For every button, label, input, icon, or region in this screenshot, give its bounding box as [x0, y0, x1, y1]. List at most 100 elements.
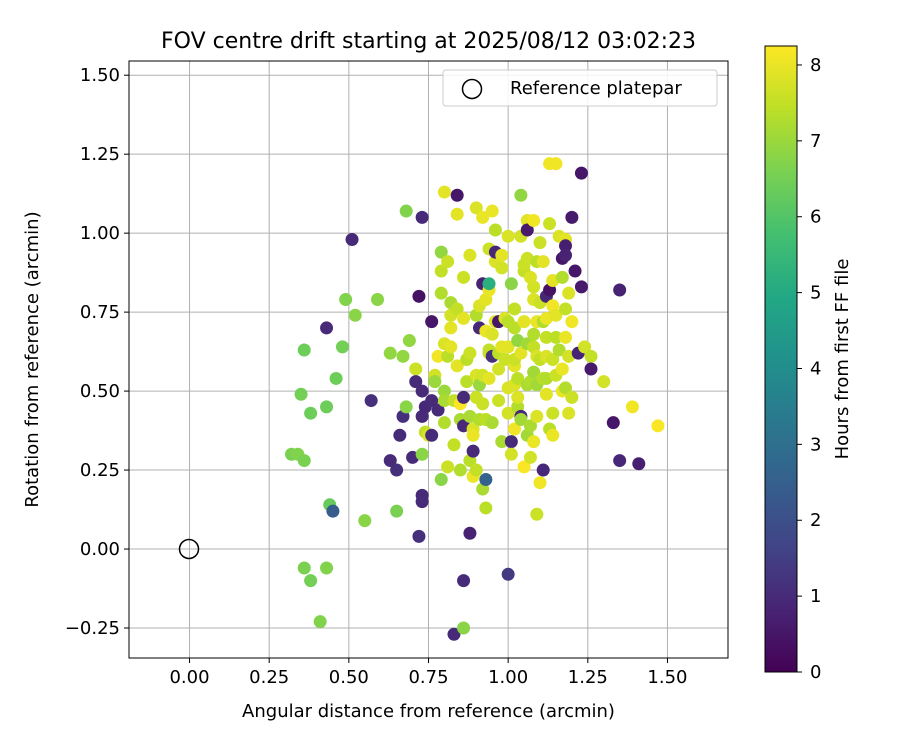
data-point	[501, 340, 515, 354]
data-point	[559, 302, 573, 316]
data-point	[364, 394, 378, 408]
legend-open-circle-icon	[461, 78, 483, 100]
colorbar-tick-label: 7	[810, 131, 821, 152]
data-point	[508, 321, 522, 335]
data-point	[320, 561, 334, 575]
x-tick-label: 1.00	[488, 667, 528, 688]
data-point	[304, 574, 318, 588]
colorbar-tick-label: 5	[810, 283, 821, 304]
data-point	[485, 416, 499, 430]
data-point	[479, 473, 493, 487]
data-point	[511, 371, 525, 385]
data-point	[313, 615, 327, 629]
legend: Reference platepar	[442, 69, 718, 107]
data-point	[530, 409, 544, 423]
data-point	[463, 248, 477, 262]
data-point	[495, 248, 509, 262]
data-point	[533, 236, 547, 250]
data-point	[549, 157, 563, 171]
data-point	[498, 353, 512, 366]
data-point	[457, 311, 471, 325]
data-point	[485, 327, 499, 341]
y-tick-label: 0.00	[80, 539, 120, 560]
data-point	[457, 390, 471, 404]
colorbar: 0 1 2 3 4 5 6 7 8 Hours from first FF file	[764, 45, 853, 683]
data-point	[559, 330, 573, 344]
colorbar-tick-label: 2	[810, 510, 821, 531]
data-point	[457, 574, 471, 588]
data-point	[453, 463, 467, 477]
y-tick-label: −0.25	[65, 618, 120, 639]
data-point	[546, 428, 560, 442]
data-point	[523, 419, 537, 433]
data-point	[508, 302, 522, 316]
data-point	[501, 406, 515, 420]
data-point	[441, 460, 455, 474]
colorbar-ticks: 0 1 2 3 4 5 6 7 8	[797, 55, 821, 683]
data-point	[450, 188, 464, 202]
data-point	[437, 394, 451, 408]
data-point	[412, 529, 426, 543]
data-point	[425, 315, 439, 329]
data-point	[383, 346, 397, 360]
data-point	[565, 390, 579, 404]
data-point	[431, 403, 445, 417]
data-point	[479, 501, 493, 515]
data-point	[517, 460, 531, 474]
data-point	[383, 454, 397, 468]
y-tick-label: 1.00	[80, 223, 120, 244]
data-points	[284, 157, 665, 641]
data-point	[412, 289, 426, 303]
data-point	[606, 416, 620, 430]
data-point	[444, 321, 458, 335]
colorbar-tick-label: 4	[810, 358, 821, 379]
data-point	[501, 229, 515, 243]
colorbar-gradient	[764, 45, 798, 673]
data-point	[546, 406, 560, 420]
data-point	[539, 330, 553, 344]
colorbar-tick-label: 8	[810, 55, 821, 76]
y-tick-label: 1.25	[80, 144, 120, 165]
data-point	[565, 315, 579, 329]
data-point	[536, 463, 550, 477]
data-point	[613, 283, 627, 297]
data-point	[476, 397, 490, 411]
y-tick-label: 0.25	[80, 460, 120, 481]
data-point	[549, 330, 563, 344]
data-point	[549, 308, 563, 322]
data-point	[514, 413, 528, 427]
data-point	[415, 384, 429, 398]
data-point	[409, 375, 423, 389]
data-point	[447, 438, 461, 452]
data-point	[625, 400, 639, 414]
data-point	[584, 362, 598, 376]
data-point	[390, 463, 404, 477]
data-point	[543, 217, 557, 231]
data-point	[396, 349, 410, 363]
data-point	[559, 248, 573, 262]
data-point	[463, 526, 477, 540]
data-point	[495, 261, 509, 275]
chart-title: FOV centre drift starting at 2025/08/12 …	[161, 29, 696, 54]
data-point	[562, 286, 576, 300]
data-point	[568, 264, 582, 278]
data-point	[294, 387, 308, 401]
data-point	[457, 270, 471, 284]
data-point	[415, 447, 429, 461]
data-point	[335, 340, 349, 354]
data-point	[297, 343, 311, 357]
data-point	[565, 210, 579, 224]
data-point	[399, 400, 413, 414]
data-point	[409, 362, 423, 376]
colorbar-tick-label: 1	[810, 586, 821, 607]
data-point	[431, 349, 445, 363]
data-point	[597, 375, 611, 389]
data-point	[437, 384, 451, 398]
x-tick-label: 1.25	[568, 667, 608, 688]
data-point	[358, 514, 372, 528]
data-point	[651, 419, 665, 433]
data-point	[574, 280, 588, 294]
data-point	[415, 210, 429, 224]
data-point	[527, 327, 541, 341]
x-tick-label: 0.25	[249, 667, 289, 688]
